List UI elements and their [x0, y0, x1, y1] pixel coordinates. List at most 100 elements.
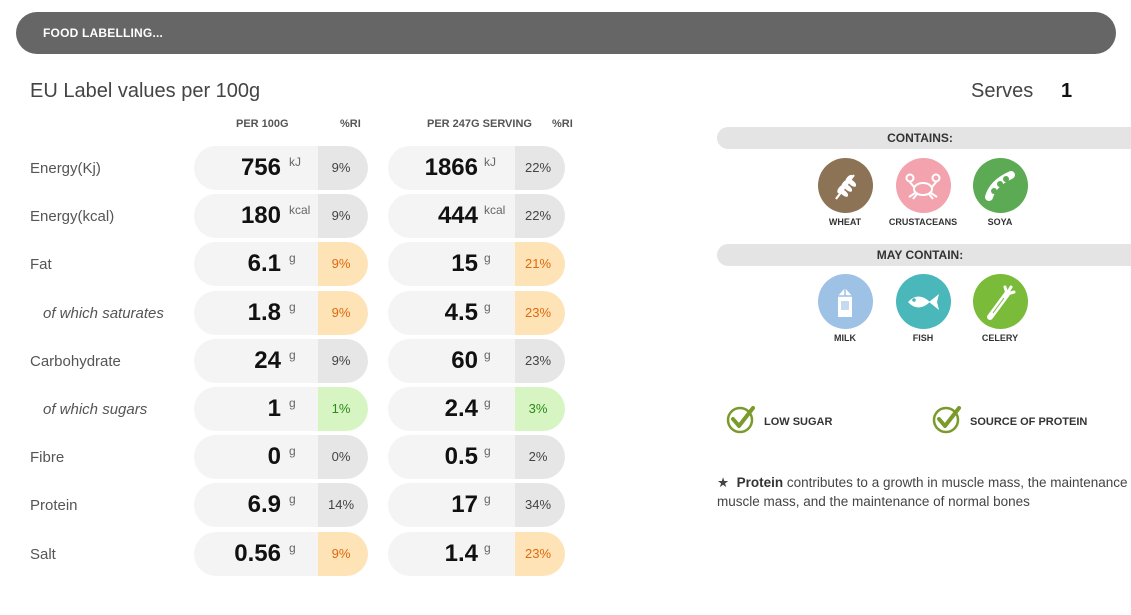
protein-claim-note: ★ Protein contributes to a growth in mus… — [717, 473, 1131, 511]
fish-icon — [895, 274, 951, 329]
may-contain-header: MAY CONTAIN: — [717, 244, 1131, 266]
allergen-crustaceans: CRUSTACEANS — [888, 158, 958, 227]
per100-cell: 756 kJ 9% — [194, 146, 368, 190]
nutrient-label: Energy(Kj) — [30, 160, 101, 177]
per100-value: 180 — [240, 202, 281, 229]
allergen-celery: CELERY — [965, 274, 1035, 343]
per100-unit: g — [289, 541, 296, 555]
per100-cell: 1 g 1% — [194, 387, 368, 431]
table-row: Energy(kcal) 180 kcal 9% 444 kcal 22% — [0, 194, 700, 240]
serves-label: Serves — [971, 80, 1034, 102]
per100-value: 756 — [240, 154, 281, 181]
serving-ri: 34% — [515, 483, 565, 527]
nutrient-label: Fat — [30, 256, 52, 273]
per100-unit: g — [289, 396, 296, 410]
serving-unit: g — [484, 444, 491, 458]
wheat-icon — [817, 158, 873, 213]
serving-value: 1.4 — [444, 540, 478, 567]
per100-value: 0 — [267, 443, 281, 470]
per100-ri: 9% — [318, 194, 368, 238]
allergen-name: SOYA — [987, 217, 1013, 227]
table-row: of which sugars 1 g 1% 2.4 g 3% — [0, 387, 700, 433]
per100-cell: 6.9 g 14% — [194, 483, 368, 527]
serving-ri: 21% — [515, 242, 565, 286]
soya-icon — [972, 158, 1028, 213]
nutrient-label: Fibre — [30, 449, 65, 466]
table-row: Fat 6.1 g 9% 15 g 21% — [0, 242, 700, 288]
serving-ri: 22% — [515, 146, 565, 190]
serving-ri: 23% — [515, 339, 565, 383]
serving-value: 60 — [451, 347, 478, 374]
table-row: Carbohydrate 24 g 9% 60 g 23% — [0, 339, 700, 385]
per100-cell: 24 g 9% — [194, 339, 368, 383]
claim-low-sugar: LOW SUGAR — [726, 404, 832, 439]
per100-ri: 1% — [318, 387, 368, 431]
serving-unit: g — [484, 492, 491, 506]
per100-unit: kcal — [289, 203, 311, 217]
serving-ri: 3% — [515, 387, 565, 431]
allergen-name: CELERY — [981, 333, 1019, 343]
per100-ri: 9% — [318, 291, 368, 335]
serving-value: 1866 — [424, 154, 478, 181]
serving-ri: 2% — [515, 435, 565, 479]
note-bold: Protein — [736, 475, 784, 490]
col-header-ri-serving: %RI — [552, 118, 573, 130]
serving-cell: 444 kcal 22% — [388, 194, 565, 238]
checkmark-icon — [932, 404, 962, 439]
per100-unit: g — [289, 300, 296, 314]
serving-cell: 15 g 21% — [388, 242, 565, 286]
nutrient-label: Salt — [30, 546, 56, 563]
serving-value: 17 — [451, 491, 478, 518]
serving-cell: 2.4 g 3% — [388, 387, 565, 431]
allergen-name: FISH — [912, 333, 934, 343]
claim-source-of-protein: SOURCE OF PROTEIN — [932, 404, 1087, 439]
contains-header: CONTAINS: — [717, 127, 1131, 149]
header-bar[interactable]: FOOD LABELLING... — [16, 12, 1116, 54]
nutrient-label: Energy(kcal) — [30, 208, 115, 225]
col-header-per100: PER 100G — [236, 118, 289, 130]
table-row: Fibre 0 g 0% 0.5 g 2% — [0, 435, 700, 481]
celery-icon — [972, 274, 1028, 329]
serving-unit: g — [484, 251, 491, 265]
serving-cell: 1.4 g 23% — [388, 532, 565, 576]
allergen-wheat: WHEAT — [810, 158, 880, 227]
serving-cell: 0.5 g 2% — [388, 435, 565, 479]
serving-unit: g — [484, 396, 491, 410]
crab-icon — [895, 158, 951, 213]
claim-label: LOW SUGAR — [764, 415, 833, 428]
serves-value[interactable]: 1 — [1061, 80, 1073, 102]
serving-cell: 17 g 34% — [388, 483, 565, 527]
allergen-name: CRUSTACEANS — [888, 217, 958, 227]
claim-label: SOURCE OF PROTEIN — [970, 415, 1088, 428]
per100-value: 6.9 — [247, 491, 281, 518]
checkmark-icon — [726, 404, 756, 439]
per100-cell: 1.8 g 9% — [194, 291, 368, 335]
per100-ri: 14% — [318, 483, 368, 527]
allergen-soya: SOYA — [965, 158, 1035, 227]
nutrient-label: Protein — [30, 497, 78, 514]
per100-unit: g — [289, 348, 296, 362]
nutrient-label: of which saturates — [43, 305, 164, 322]
page-title: EU Label values per 100g — [30, 80, 261, 102]
per100-unit: g — [289, 492, 296, 506]
per100-value: 1 — [267, 395, 281, 422]
milk-icon — [817, 274, 873, 329]
per100-unit: g — [289, 444, 296, 458]
per100-ri: 9% — [318, 242, 368, 286]
col-header-serving: PER 247G SERVING — [427, 118, 532, 130]
serving-value: 15 — [451, 250, 478, 277]
per100-value: 6.1 — [247, 250, 281, 277]
serving-unit: g — [484, 541, 491, 555]
nutrient-label: of which sugars — [43, 401, 148, 418]
serving-unit: kcal — [484, 203, 506, 217]
allergen-milk: MILK — [810, 274, 880, 343]
serving-ri: 22% — [515, 194, 565, 238]
star-icon: ★ — [717, 475, 730, 490]
per100-value: 24 — [254, 347, 281, 374]
serving-unit: g — [484, 348, 491, 362]
per100-unit: g — [289, 251, 296, 265]
note-line2: muscle mass, and the maintenance of norm… — [717, 494, 1030, 509]
allergen-name: MILK — [834, 333, 856, 343]
per100-cell: 0.56 g 9% — [194, 532, 368, 576]
note-line1: contributes to a growth in muscle mass, … — [783, 475, 1131, 490]
